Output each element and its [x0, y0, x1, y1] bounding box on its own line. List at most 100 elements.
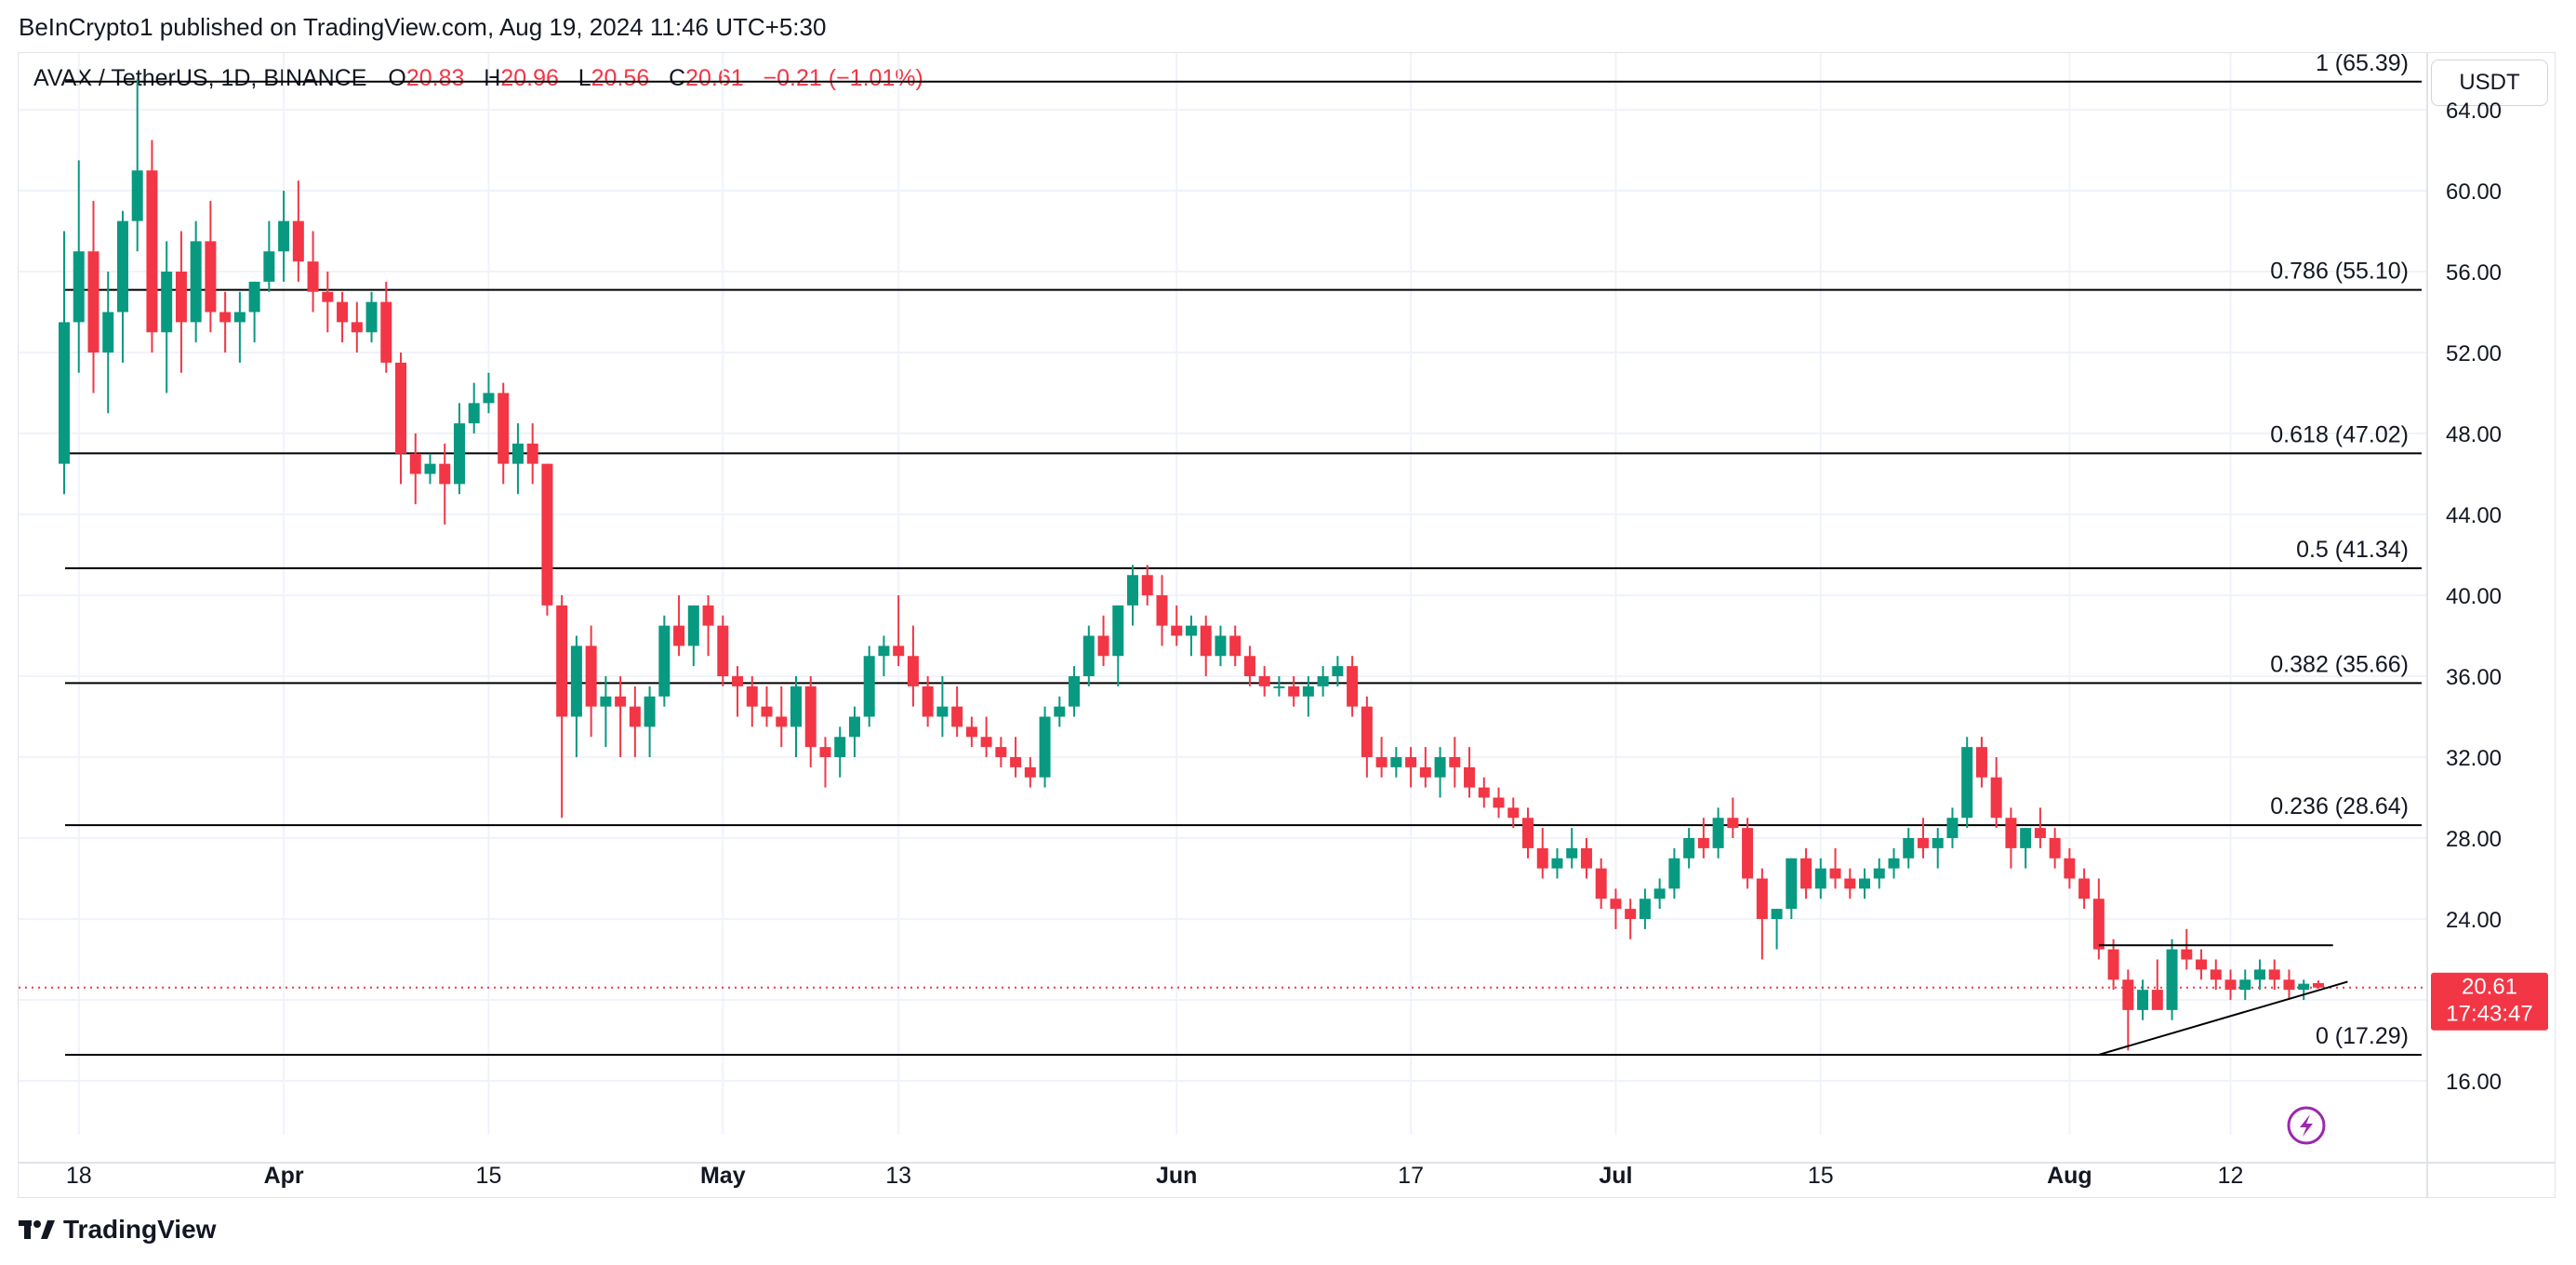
candle-body — [2268, 969, 2280, 980]
candle-body — [1522, 818, 1534, 848]
candle-body — [205, 241, 217, 313]
x-tick-label: 15 — [1808, 1163, 1834, 1189]
candle-body — [965, 726, 977, 738]
candle-body — [1405, 757, 1417, 767]
candle-body — [2064, 858, 2076, 879]
candle-body — [1595, 868, 1607, 899]
candle-body — [1332, 666, 1344, 676]
x-tick-label: 12 — [2218, 1163, 2244, 1189]
candle-body — [1873, 868, 1885, 879]
y-tick-label: 48.00 — [2446, 422, 2502, 447]
candle-body — [1229, 635, 1242, 657]
candle-body — [936, 706, 949, 717]
candle-body — [1625, 909, 1637, 919]
candle-body — [1258, 676, 1270, 686]
candle-body — [1653, 888, 1666, 899]
candle-body — [687, 605, 699, 646]
brand-name: TradingView — [63, 1215, 217, 1244]
candle-body — [1507, 807, 1520, 819]
candle-body — [644, 696, 656, 727]
published-caption: BeInCrypto1 published on TradingView.com… — [19, 13, 827, 41]
candle-body — [1390, 757, 1402, 767]
candle-body — [615, 696, 627, 707]
candle-body — [2254, 969, 2265, 980]
candle-body — [658, 625, 671, 697]
candle-body — [87, 251, 100, 353]
fib-level-label: 1 (65.39) — [2316, 50, 2409, 76]
candle-body — [746, 686, 758, 707]
candle-body — [1639, 899, 1651, 919]
candle-body — [2181, 949, 2193, 960]
candle-body — [1185, 625, 1197, 636]
candle-body — [570, 646, 582, 717]
candle-body — [1683, 838, 1695, 859]
chart-frame — [18, 52, 2556, 1198]
candle-body — [1975, 747, 1987, 778]
y-tick-label: 28.00 — [2446, 827, 2502, 852]
candle-body — [409, 453, 421, 474]
lightning-alert-icon[interactable] — [2287, 1106, 2326, 1145]
candle-body — [790, 686, 802, 727]
price-tag[interactable] — [2431, 972, 2548, 1031]
candle-body — [1829, 868, 1841, 879]
y-tick-label: 52.00 — [2446, 341, 2502, 366]
symbol-name[interactable]: AVAX / TetherUS, 1D, BINANCE — [33, 65, 367, 91]
candle-body — [673, 625, 685, 646]
candle-body — [2020, 828, 2032, 848]
tradingview-logo[interactable]: TradingView — [19, 1215, 216, 1245]
candle-body — [2137, 990, 2149, 1010]
candle-body — [161, 272, 173, 333]
candle-body — [1551, 858, 1563, 869]
candle-body — [717, 625, 729, 676]
candle-body — [907, 656, 919, 686]
candle-body — [2122, 979, 2134, 1010]
candle-body — [1946, 818, 1959, 838]
candle-body — [1097, 635, 1109, 657]
currency-button[interactable]: USDT — [2431, 60, 2548, 106]
fib-level-label: 0.236 (28.64) — [2270, 793, 2409, 819]
candle-body — [1302, 686, 1314, 697]
candle-body — [526, 443, 538, 464]
candle-body — [1054, 706, 1066, 717]
candle-body — [1859, 878, 1871, 889]
candle-body — [1449, 757, 1461, 767]
candle-body — [1200, 625, 1212, 657]
candle-body — [1361, 706, 1373, 757]
candle-body — [219, 312, 232, 323]
candle-body — [951, 706, 963, 727]
open-label: O — [388, 65, 406, 91]
candle-body — [2107, 949, 2119, 980]
candle-body — [1800, 858, 1812, 889]
candle-body — [1903, 838, 1915, 859]
candle-body — [424, 463, 436, 474]
candle-body — [1668, 858, 1680, 889]
candle-body — [175, 272, 187, 323]
candle-body — [2210, 969, 2222, 980]
candle-body — [1610, 899, 1622, 910]
candle-body — [263, 251, 275, 282]
price-tag-countdown: 17:43:47 — [2446, 1002, 2532, 1027]
candle-body — [556, 605, 568, 717]
candle-body — [365, 301, 378, 333]
candle-body — [2078, 878, 2091, 899]
candle-body — [1888, 858, 1900, 869]
high-value: 20.96 — [500, 65, 559, 91]
x-tick-label: 17 — [1398, 1163, 1424, 1189]
candle-body — [2092, 899, 2105, 950]
candle-body — [248, 281, 260, 313]
candle-body — [834, 737, 846, 757]
candle-body — [1010, 757, 1022, 767]
x-tick-label: May — [700, 1163, 746, 1189]
candle-body — [1127, 575, 1139, 606]
candle-body — [804, 686, 817, 748]
fib-level-label: 0.618 (47.02) — [2270, 421, 2409, 447]
candle-body — [1786, 858, 1798, 910]
price-chart[interactable]: 16.0020.0024.0028.0032.0036.0040.0044.00… — [0, 0, 2576, 1209]
candle-body — [585, 646, 597, 707]
fib-level-label: 0.786 (55.10) — [2270, 259, 2409, 285]
candle-body — [1493, 797, 1505, 808]
open-value: 20.83 — [405, 65, 465, 91]
candle-body — [307, 261, 319, 292]
candle-body — [380, 301, 392, 363]
y-tick-label: 40.00 — [2446, 584, 2502, 609]
